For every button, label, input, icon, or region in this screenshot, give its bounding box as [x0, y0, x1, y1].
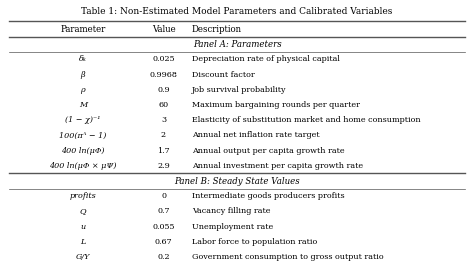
Text: Government consumption to gross output ratio: Government consumption to gross output r…	[192, 253, 383, 261]
Text: Description: Description	[192, 25, 242, 34]
Text: Discount factor: Discount factor	[192, 71, 255, 79]
Text: ρ: ρ	[81, 86, 85, 94]
Text: Job survival probability: Job survival probability	[192, 86, 286, 94]
Text: 0.9: 0.9	[157, 86, 170, 94]
Text: 0.67: 0.67	[155, 238, 173, 246]
Text: Annual investment per capita growth rate: Annual investment per capita growth rate	[192, 162, 363, 170]
Text: Parameter: Parameter	[60, 25, 106, 34]
Text: Elasticity of substitution market and home consumption: Elasticity of substitution market and ho…	[192, 116, 420, 124]
Text: Maximum bargaining rounds per quarter: Maximum bargaining rounds per quarter	[192, 101, 360, 109]
Text: Value: Value	[152, 25, 175, 34]
Text: 0: 0	[161, 192, 166, 200]
Text: Panel B: Steady State Values: Panel B: Steady State Values	[174, 177, 300, 185]
Text: u: u	[81, 223, 85, 231]
Text: 0.2: 0.2	[157, 253, 170, 261]
Text: 60: 60	[158, 101, 169, 109]
Text: 2: 2	[161, 132, 166, 139]
Text: Intermediate goods producers profits: Intermediate goods producers profits	[192, 192, 345, 200]
Text: 400 ln(μΦ): 400 ln(μΦ)	[61, 147, 105, 155]
Text: Annual output per capita growth rate: Annual output per capita growth rate	[192, 147, 345, 155]
Text: Q: Q	[80, 208, 86, 215]
Text: 2.9: 2.9	[157, 162, 170, 170]
Text: δₖ: δₖ	[79, 56, 87, 63]
Text: 0.7: 0.7	[157, 208, 170, 215]
Text: 100(πᴬ − 1): 100(πᴬ − 1)	[59, 132, 107, 139]
Text: 0.9968: 0.9968	[150, 71, 177, 79]
Text: 1.7: 1.7	[157, 147, 170, 155]
Text: Unemployment rate: Unemployment rate	[192, 223, 273, 231]
Text: Table 1: Non-Estimated Model Parameters and Calibrated Variables: Table 1: Non-Estimated Model Parameters …	[82, 7, 392, 15]
Text: (1 − χ)⁻¹: (1 − χ)⁻¹	[65, 116, 100, 124]
Text: Annual net inflation rate target: Annual net inflation rate target	[192, 132, 319, 139]
Text: 3: 3	[161, 116, 166, 124]
Text: Panel A: Parameters: Panel A: Parameters	[193, 40, 281, 49]
Text: G/Y: G/Y	[76, 253, 90, 261]
Text: 0.025: 0.025	[152, 56, 175, 63]
Text: profits: profits	[70, 192, 96, 200]
Text: β: β	[81, 71, 85, 79]
Text: M: M	[79, 101, 87, 109]
Text: 400 ln(μΦ × μΨ): 400 ln(μΦ × μΨ)	[49, 162, 117, 170]
Text: 0.055: 0.055	[152, 223, 175, 231]
Text: Labor force to population ratio: Labor force to population ratio	[192, 238, 317, 246]
Text: Depreciation rate of physical capital: Depreciation rate of physical capital	[192, 56, 340, 63]
Text: L: L	[80, 238, 86, 246]
Text: Vacancy filling rate: Vacancy filling rate	[192, 208, 271, 215]
